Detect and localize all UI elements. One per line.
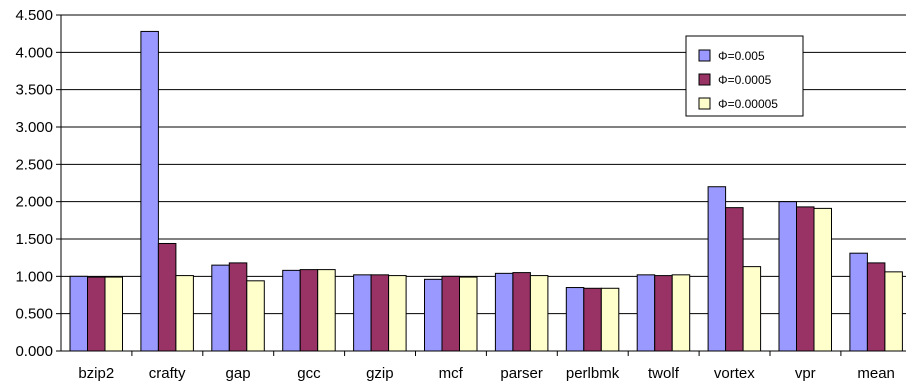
bar-gcc-series-2 [299, 269, 319, 352]
bar-vpr-series-2 [796, 206, 815, 352]
x-tick-label: perlbmk [566, 365, 620, 381]
x-tick-label: parser [500, 365, 543, 381]
legend: Φ=0.005 Φ=0.0005 Φ=0.00005 [685, 35, 804, 117]
bar-gzip-series-1 [353, 274, 372, 352]
y-tick-label: 0.000 [15, 343, 53, 360]
bar-vortex-series-2 [725, 207, 744, 352]
bar-parser-series-3 [529, 275, 549, 352]
bar-gap-series-2 [228, 262, 248, 352]
bar-mean-series-2 [866, 262, 886, 352]
gridlines [61, 14, 906, 315]
legend-swatch [698, 49, 711, 62]
x-tick-label: gap [226, 365, 251, 381]
x-tick-label: gcc [297, 365, 321, 381]
bar-mean-series-1 [849, 252, 868, 352]
bar-vpr-series-1 [778, 201, 797, 352]
bar-gzip-series-2 [370, 274, 390, 352]
bar-gap-series-3 [246, 280, 265, 352]
y-tick-label: 1.500 [15, 231, 53, 248]
bar-perlbmk-series-1 [565, 287, 585, 352]
x-tick-label: vortex [714, 365, 755, 381]
y-tick-label: 3.000 [15, 119, 53, 136]
bar-gap-series-1 [211, 264, 230, 352]
y-tick-label: 3.500 [15, 82, 53, 99]
bar-crafty-series-1 [140, 30, 159, 352]
bar-vortex-series-1 [707, 186, 727, 352]
bar-crafty-series-2 [157, 242, 177, 352]
bar-bzip2-series-2 [87, 276, 106, 352]
bar-vortex-series-3 [742, 266, 762, 352]
bar-perlbmk-series-3 [600, 287, 620, 352]
x-tick-label: mean [857, 365, 895, 381]
bar-twolf-series-2 [654, 275, 673, 352]
bars [69, 30, 903, 352]
bar-mcf-series-2 [441, 275, 460, 352]
bar-bzip2-series-1 [69, 275, 88, 352]
bar-mcf-series-1 [424, 278, 443, 352]
legend-swatch [698, 73, 711, 86]
bar-gcc-series-1 [282, 269, 301, 352]
legend-label: Φ=0.0005 [718, 73, 772, 87]
axes: 0.000 0.500 1.000 1.500 2.000 2.500 3.000 3.500… [15, 7, 906, 381]
x-tick-label: gzip [366, 365, 394, 381]
x-tick-label: twolf [648, 365, 680, 381]
legend-label: Φ=0.005 [718, 49, 765, 63]
y-tick-label: 4.000 [15, 44, 53, 61]
x-tick-label: crafty [149, 365, 186, 381]
bar-mean-series-3 [884, 271, 903, 352]
bar-perlbmk-series-2 [583, 287, 602, 352]
bar-mcf-series-3 [459, 276, 478, 352]
bar-gzip-series-3 [388, 275, 407, 352]
x-tick-label: vpr [795, 365, 816, 381]
x-tick-label: bzip2 [78, 365, 114, 381]
bar-vpr-series-3 [813, 207, 832, 352]
y-tick-label: 2.000 [15, 194, 53, 211]
legend-label: Φ=0.00005 [718, 97, 778, 111]
bar-parser-series-2 [512, 272, 531, 352]
y-tick-label: 4.500 [15, 7, 53, 24]
y-tick-label: 2.500 [15, 156, 53, 173]
y-tick-label: 0.500 [15, 306, 53, 323]
y-tick-label: 1.000 [15, 268, 53, 285]
bar-crafty-series-3 [175, 275, 194, 352]
bar-twolf-series-3 [671, 274, 691, 352]
bar-bzip2-series-3 [104, 276, 123, 352]
x-tick-label: mcf [439, 365, 464, 381]
bar-parser-series-1 [494, 272, 514, 352]
bar-twolf-series-1 [636, 274, 656, 352]
bar-gcc-series-3 [317, 269, 336, 352]
legend-swatch [698, 97, 711, 110]
